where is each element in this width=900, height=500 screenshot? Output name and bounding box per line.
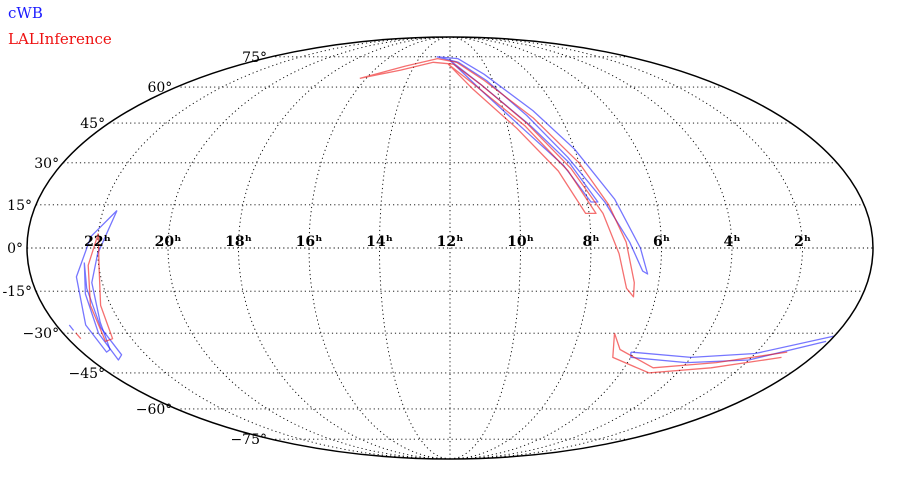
ra-tick-label: 8ʰ — [582, 234, 599, 250]
dec-tick-label: −30° — [23, 326, 60, 342]
ra-tick-label: 6ʰ — [653, 234, 670, 250]
ra-tick-label: 4ʰ — [723, 234, 740, 250]
skymap-contours — [68, 56, 835, 374]
contour-cwb — [75, 210, 118, 353]
ra-tick-label: 2ʰ — [794, 234, 811, 250]
tick-labels: 22ʰ 20ʰ 18ʰ 16ʰ 14ʰ 12ʰ 10ʰ 8ʰ 6ʰ 4ʰ 2ʰ75°60°45°30… — [2, 50, 811, 448]
meridian-line — [238, 36, 451, 460]
meridian-line — [97, 36, 451, 460]
ra-tick-label: 12ʰ — [437, 234, 464, 250]
dec-tick-label: −75° — [230, 432, 267, 448]
ra-tick-label: 20ʰ — [155, 234, 182, 250]
dec-tick-label: 30° — [34, 156, 59, 172]
contour-lalinference — [87, 233, 114, 343]
ra-tick-label: 18ʰ — [225, 234, 252, 250]
ra-tick-label: 22ʰ — [84, 234, 111, 250]
grid-lines — [27, 36, 873, 460]
dec-tick-label: -15° — [2, 284, 32, 300]
contour-cwb — [436, 56, 649, 275]
legend-entry-lalinference: LALInference — [8, 30, 112, 48]
legend-entry-cwb: cWB — [8, 4, 43, 22]
dec-tick-label: 0° — [7, 241, 23, 257]
contour-lalinference — [447, 63, 597, 215]
map-boundary — [26, 36, 874, 460]
contour-cwb — [68, 324, 835, 364]
dec-tick-label: −45° — [69, 366, 106, 382]
contour-lalinference — [75, 332, 788, 374]
ra-tick-label: 10ʰ — [507, 234, 534, 250]
contour-lalinference — [359, 57, 635, 298]
ra-tick-label: 14ʰ — [366, 234, 393, 250]
dec-tick-label: 15° — [7, 198, 32, 214]
contour-cwb — [449, 59, 599, 203]
ra-tick-label: 16ʰ — [296, 234, 323, 250]
meridian-line — [449, 36, 803, 460]
dec-tick-label: 45° — [80, 116, 105, 132]
chart-legend: cWB LALInference — [8, 0, 112, 52]
dec-tick-label: −60° — [136, 402, 173, 418]
contour-cwb — [83, 262, 123, 361]
